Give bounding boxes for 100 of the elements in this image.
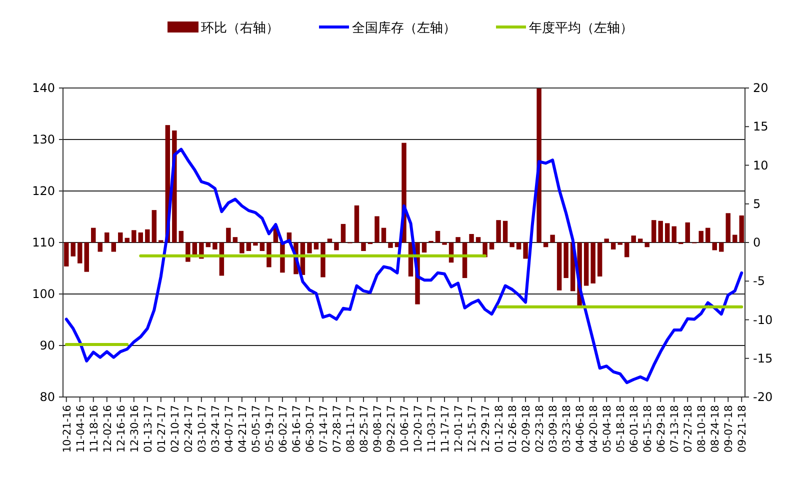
x-tick-label: 09-21-18 <box>736 405 749 453</box>
bar <box>536 88 542 242</box>
y2-tick-label: -10 <box>753 312 773 327</box>
bar <box>152 210 157 242</box>
x-tick-label: 06-02-17 <box>277 405 290 453</box>
y2-tick-label: -5 <box>753 274 765 288</box>
x-tick-label: 04-06-18 <box>574 405 587 453</box>
bar <box>510 242 514 248</box>
x-tick-label: 12-15-17 <box>466 405 479 453</box>
x-tick-label: 11-17-17 <box>440 405 452 453</box>
legend-label: 年度平均（左轴） <box>529 20 633 36</box>
bar <box>84 242 89 272</box>
bar <box>651 220 656 242</box>
x-tick-label: 12-02-16 <box>102 404 114 453</box>
legend-label: 环比（右轴） <box>201 21 279 36</box>
x-tick-label: 08-10-18 <box>696 405 708 453</box>
bar <box>64 242 69 266</box>
y2-tick-label: 0 <box>753 236 761 250</box>
bar <box>232 237 238 242</box>
bar <box>307 242 312 254</box>
bar <box>624 242 630 258</box>
bar <box>388 242 393 248</box>
x-tick-label: 09-07-18 <box>723 405 736 453</box>
x-tick-label: 01-27-17 <box>156 405 168 453</box>
bar <box>381 228 386 242</box>
x-tick-label: 03-24-17 <box>210 405 222 453</box>
x-tick-label: 01-13-17 <box>142 405 154 453</box>
bar <box>327 238 332 242</box>
bar <box>597 242 602 276</box>
bar <box>543 242 548 248</box>
bar <box>698 230 704 242</box>
x-tick-label: 05-19-17 <box>264 405 276 453</box>
bar <box>226 228 231 242</box>
x-tick-label: 03-23-18 <box>561 405 574 453</box>
bar <box>726 213 730 242</box>
bar <box>340 224 346 242</box>
x-tick-label: 06-16-17 <box>290 405 303 453</box>
x-tick-label: 02-24-17 <box>182 405 195 453</box>
x-tick-label: 11-04-16 <box>74 404 87 453</box>
bar <box>523 242 528 259</box>
bar <box>564 242 568 278</box>
bar <box>672 226 676 242</box>
x-tick-label: 07-27-18 <box>682 405 695 453</box>
x-tick-label: 10-20-17 <box>412 405 425 453</box>
bar <box>70 242 76 256</box>
y-tick-label: 130 <box>32 132 55 146</box>
y2-tick-label: 10 <box>753 158 768 172</box>
x-tick-label: 03-09-18 <box>548 405 560 453</box>
x-tick-label: 08-24-18 <box>710 405 722 453</box>
bar <box>354 205 360 242</box>
x-tick-label: 12-30-16 <box>128 404 141 453</box>
x-tick-label: 09-22-17 <box>385 405 398 453</box>
bar <box>422 242 427 253</box>
bar <box>314 242 319 250</box>
x-tick-label: 11-03-17 <box>426 405 438 453</box>
bar <box>78 242 82 264</box>
x-tick-label: 01-26-18 <box>507 405 520 453</box>
x-tick-label: 02-10-17 <box>169 405 182 453</box>
bar <box>334 242 339 250</box>
bar <box>556 242 562 290</box>
x-tick-label: 05-04-18 <box>602 405 614 453</box>
bar <box>476 237 481 242</box>
bar <box>138 232 144 242</box>
bar <box>502 220 508 242</box>
x-tick-label: 05-05-17 <box>250 405 262 453</box>
x-tick-label: 04-07-17 <box>223 405 236 453</box>
y2-tick-label: 5 <box>753 196 761 211</box>
x-tick-label: 08-25-17 <box>358 405 370 453</box>
legend-label: 全国库存（左轴） <box>352 21 456 36</box>
bar <box>246 242 252 251</box>
bar <box>104 232 110 242</box>
y2-tick-label: 15 <box>753 120 768 134</box>
x-tick-label: 10-06-17 <box>399 405 411 453</box>
x-tick-label: 06-29-18 <box>656 405 668 453</box>
x-tick-label: 06-15-18 <box>642 405 654 453</box>
x-tick-label: 12-29-17 <box>480 405 492 453</box>
x-tick-label: 12-16-16 <box>115 404 128 453</box>
y-tick-label: 110 <box>32 236 55 250</box>
bar <box>550 234 555 242</box>
bar <box>240 242 244 254</box>
bar <box>118 232 123 242</box>
x-tick-label: 02-09-18 <box>520 405 533 453</box>
y2-tick-label: 20 <box>753 81 768 95</box>
x-tick-label: 01-12-18 <box>494 405 506 453</box>
y-tick-label: 140 <box>32 81 55 95</box>
x-tick-label: 04-20-18 <box>588 405 600 453</box>
x-tick-label: 07-28-17 <box>331 405 344 453</box>
bar <box>91 228 96 242</box>
bar <box>124 238 130 242</box>
x-tick-label: 07-13-18 <box>669 405 682 453</box>
bar <box>685 222 690 242</box>
bar <box>361 242 366 251</box>
bar <box>145 229 150 242</box>
bar <box>604 238 609 242</box>
bar <box>212 242 218 250</box>
x-tick-label: 09-08-17 <box>372 405 384 453</box>
bar <box>132 230 136 242</box>
bar <box>489 242 494 250</box>
x-tick-label: 05-18-18 <box>615 405 628 453</box>
bar <box>631 236 636 242</box>
